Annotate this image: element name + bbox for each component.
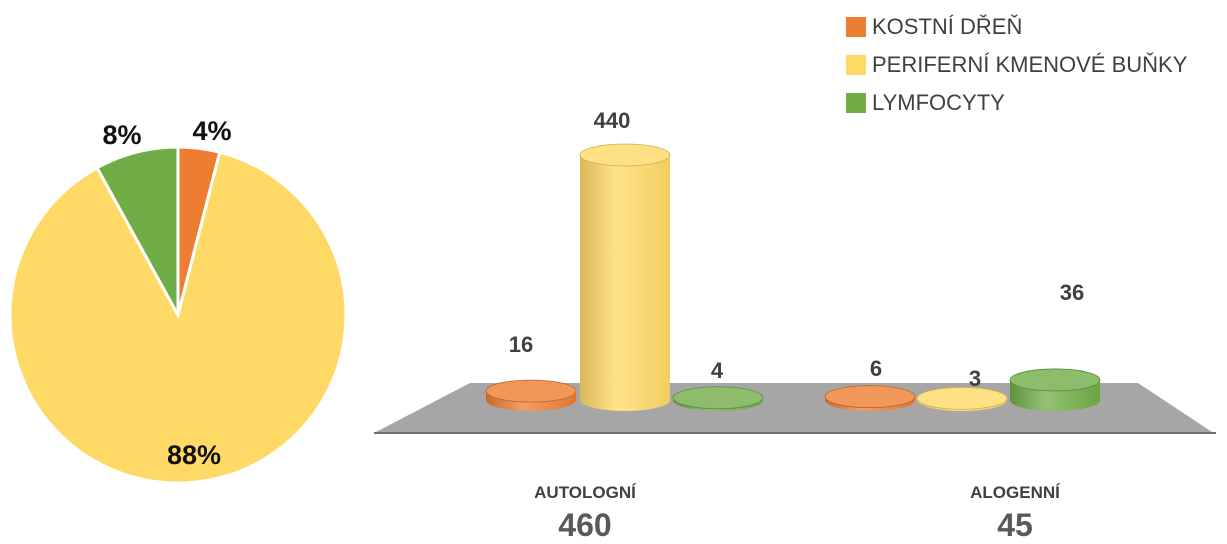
bar-top-1-2 [1009, 368, 1101, 392]
pie-chart: 4% 88% 8% [8, 116, 348, 485]
bar-marks [485, 143, 1101, 411]
category-total-autologni: 460 [558, 507, 612, 543]
category-alogenni: ALOGENNÍ 45 [895, 483, 1135, 544]
bar-body-0-1 [580, 155, 670, 411]
bar-top-1-0 [824, 385, 916, 409]
legend-swatch-periferni [846, 55, 866, 75]
pie-label-periferni: 88% [167, 440, 221, 470]
bar-label-alogenni-periferni: 3 [969, 366, 981, 391]
pie-slices [8, 145, 348, 485]
pie-label-kostni: 4% [192, 116, 231, 146]
bar-label-autologni-lymfocyty: 4 [711, 358, 724, 383]
legend-label-lymfocyty: LYMFOCYTY [872, 90, 1005, 115]
bar-top-0-2 [672, 386, 764, 410]
bar-0-1 [579, 143, 671, 411]
bar-1-1 [916, 386, 1008, 411]
category-total-alogenni: 45 [997, 507, 1033, 543]
legend-swatch-lymfocyty [846, 93, 866, 113]
bar-0-0 [485, 379, 577, 411]
pie-label-lymfocyty: 8% [102, 120, 141, 150]
chart-legend: KOSTNÍ DŘEŇ PERIFERNÍ KMENOVÉ BUŇKY LYMF… [846, 8, 1187, 122]
bar-label-alogenni-lymfocyty: 36 [1060, 280, 1084, 305]
legend-label-periferni: PERIFERNÍ KMENOVÉ BUŇKY [872, 52, 1188, 77]
legend-label-kostni: KOSTNÍ DŘEŇ [872, 14, 1023, 39]
bar-0-2 [672, 386, 764, 411]
bar-label-autologni-periferni: 440 [594, 108, 631, 133]
legend-swatch-kostni [846, 17, 866, 37]
pie-slice-1 [8, 150, 348, 485]
bar-top-0-1 [579, 143, 671, 167]
bar-label-autologni-kostni: 16 [509, 332, 533, 357]
category-name-alogenni: ALOGENNÍ [970, 483, 1060, 502]
legend-item-periferni: PERIFERNÍ KMENOVÉ BUŇKY [846, 46, 1187, 84]
category-name-autologni: AUTOLOGNÍ [534, 483, 636, 502]
bar-label-alogenni-kostni: 6 [870, 356, 882, 381]
pie-slice-2 [95, 145, 180, 316]
bar-1-2 [1009, 368, 1101, 411]
bar-top-0-0 [485, 379, 577, 403]
bar-top-1-1 [916, 386, 1008, 410]
legend-item-kostni: KOSTNÍ DŘEŇ [846, 8, 1187, 46]
category-autologni: AUTOLOGNÍ 460 [465, 483, 705, 544]
legend-item-lymfocyty: LYMFOCYTY [846, 84, 1187, 122]
bar-1-0 [824, 385, 916, 411]
